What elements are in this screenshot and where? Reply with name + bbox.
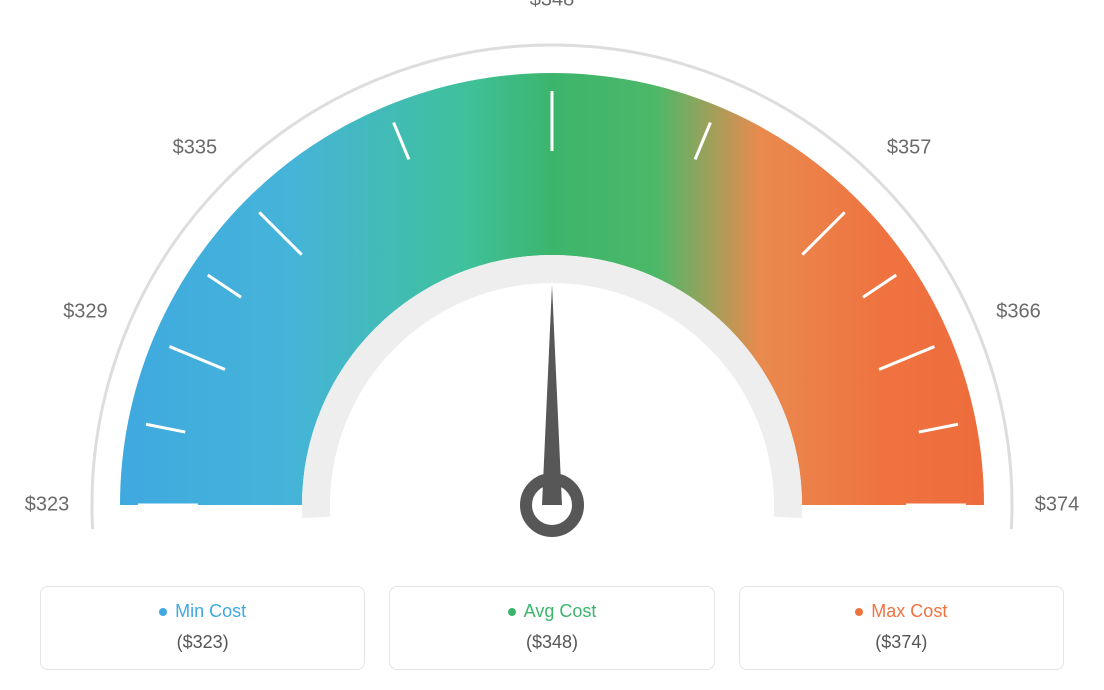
legend-value-min: ($323) — [41, 632, 364, 653]
legend-row: Min Cost ($323) Avg Cost ($348) Max Cost… — [40, 586, 1064, 670]
legend-label-text-max: Max Cost — [871, 601, 947, 622]
legend-value-max: ($374) — [740, 632, 1063, 653]
gauge-svg — [0, 0, 1104, 560]
gauge-tick-label: $329 — [63, 300, 108, 323]
legend-label-min: Min Cost — [159, 601, 246, 622]
legend-card-min: Min Cost ($323) — [40, 586, 365, 670]
legend-value-avg: ($348) — [390, 632, 713, 653]
legend-card-avg: Avg Cost ($348) — [389, 586, 714, 670]
gauge-tick-label: $357 — [887, 136, 932, 159]
gauge-chart: $323 $329 $335 $348 $357 $366 $374 — [0, 0, 1104, 560]
chart-container: $323 $329 $335 $348 $357 $366 $374 Min Cost ($… — [0, 0, 1104, 690]
legend-label-max: Max Cost — [855, 601, 947, 622]
legend-dot-max — [855, 608, 863, 616]
legend-card-max: Max Cost ($374) — [739, 586, 1064, 670]
legend-label-avg: Avg Cost — [508, 601, 597, 622]
gauge-tick-label: $348 — [530, 0, 575, 12]
legend-dot-min — [159, 608, 167, 616]
legend-label-text-avg: Avg Cost — [524, 601, 597, 622]
gauge-tick-label: $374 — [1035, 494, 1080, 517]
legend-label-text-min: Min Cost — [175, 601, 246, 622]
gauge-tick-label: $323 — [25, 494, 70, 517]
gauge-needle — [542, 285, 562, 505]
gauge-tick-label: $366 — [996, 300, 1041, 323]
legend-dot-avg — [508, 608, 516, 616]
gauge-tick-label: $335 — [173, 136, 218, 159]
